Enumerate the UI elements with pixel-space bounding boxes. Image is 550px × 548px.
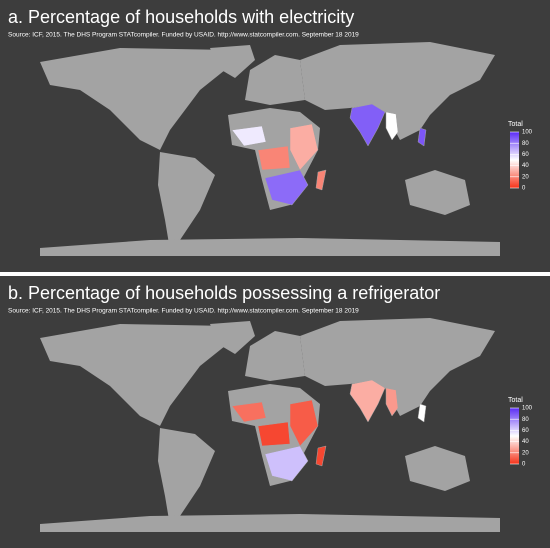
country-region — [349, 103, 386, 147]
landmass — [40, 514, 500, 532]
country-region — [289, 399, 319, 447]
legend-tick-label: 0 — [522, 186, 526, 192]
panel-source: Source: ICF, 2015. The DHS Program STATc… — [8, 32, 359, 39]
legend-tick-label: 80 — [522, 141, 529, 147]
legend-title: Total — [508, 121, 523, 128]
landmass — [300, 318, 495, 416]
country-region — [264, 169, 309, 206]
landmass — [245, 331, 305, 381]
panel-title: a. Percentage of households with electri… — [8, 7, 354, 27]
country-region — [417, 127, 427, 147]
landmass — [300, 42, 495, 140]
landmass — [40, 324, 230, 426]
legend-title: Total — [508, 397, 523, 404]
legend-tick-label: 20 — [522, 174, 529, 180]
country-region — [289, 123, 319, 171]
landmass — [405, 446, 470, 491]
landmass — [158, 428, 215, 526]
landmass — [210, 321, 255, 354]
legend-tick-label: 80 — [522, 417, 529, 423]
legend-tick-label: 60 — [522, 428, 529, 434]
legend-tick-label: 40 — [522, 163, 529, 169]
country-region — [315, 445, 327, 467]
legend-bar — [510, 132, 519, 188]
country-region — [257, 421, 291, 447]
legend-tick-label: 100 — [522, 406, 533, 412]
landmass — [405, 170, 470, 215]
legend-tick-label: 0 — [522, 462, 526, 468]
panel-source: Source: ICF, 2015. The DHS Program STATc… — [8, 308, 359, 315]
country-region — [231, 401, 267, 423]
legend-tick-label: 40 — [522, 439, 529, 445]
landmass — [245, 55, 305, 105]
country-region — [231, 125, 267, 147]
country-region — [385, 111, 399, 141]
country-region — [349, 379, 386, 423]
legend-bar — [510, 408, 519, 464]
panel: a. Percentage of households with electri… — [0, 0, 550, 272]
country-region — [417, 403, 427, 423]
country-region — [264, 445, 309, 482]
landmass — [210, 45, 255, 78]
legend-tick-label: 60 — [522, 152, 529, 158]
legend-tick-label: 100 — [522, 130, 533, 136]
panel-title: b. Percentage of households possessing a… — [8, 283, 440, 303]
landmass — [40, 238, 500, 256]
panel: b. Percentage of households possessing a… — [0, 276, 550, 548]
country-region — [315, 169, 327, 191]
country-region — [385, 387, 399, 417]
landmass — [158, 152, 215, 250]
country-region — [257, 145, 291, 171]
landmass — [40, 48, 230, 150]
legend-tick-label: 20 — [522, 450, 529, 456]
